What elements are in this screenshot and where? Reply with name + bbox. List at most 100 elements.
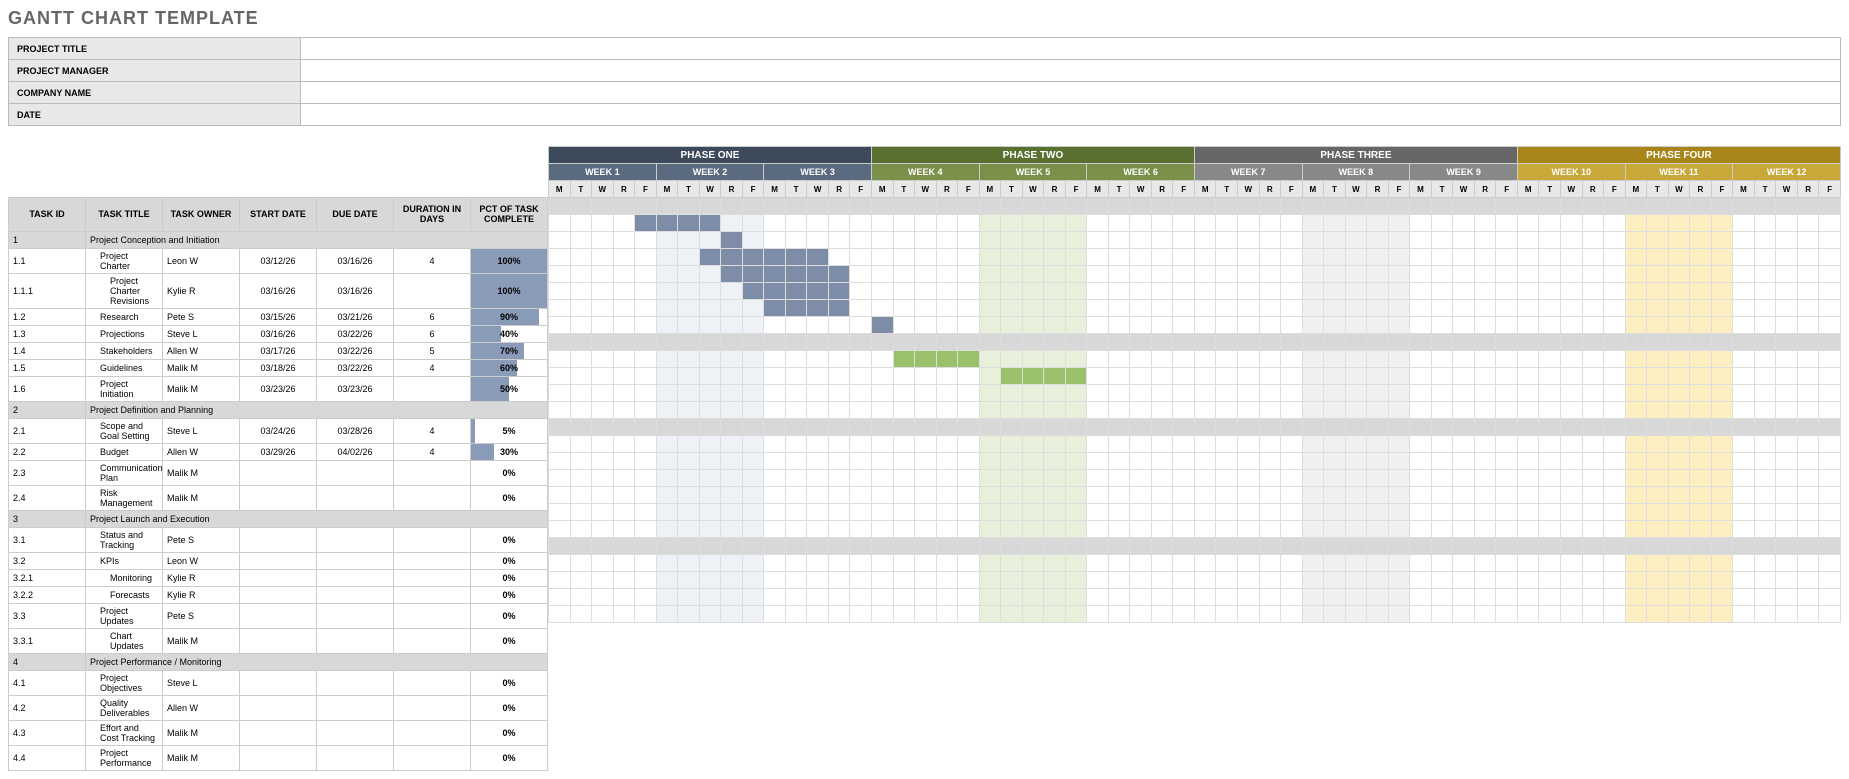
timeline-cell [1281,368,1303,385]
timeline-cell [1410,521,1432,538]
timeline-cell [1797,351,1819,368]
timeline-cell [1130,589,1152,606]
timeline-cell [958,521,980,538]
timeline-cell [1797,453,1819,470]
pct-cell: 0% [471,628,548,653]
meta-value[interactable] [300,104,1840,126]
timeline-cell [1065,198,1087,215]
timeline-cell [1345,487,1367,504]
timeline-cell [936,368,958,385]
day-header: M [871,181,893,198]
timeline-cell [915,249,937,266]
due-date: 03/22/26 [317,325,394,342]
timeline-cell [635,453,657,470]
timeline-cell [1647,215,1669,232]
task-title: Research [86,308,163,325]
timeline-cell [678,198,700,215]
week-header: WEEK 4 [871,164,979,181]
timeline-cell [742,198,764,215]
day-header: T [1216,181,1238,198]
timeline-cell [1238,198,1260,215]
timeline-cell [656,249,678,266]
timeline-cell [1044,232,1066,249]
timeline-cell [699,317,721,334]
timeline-cell [1560,198,1582,215]
timeline-cell [1324,232,1346,249]
timeline-cell [1238,334,1260,351]
timeline-cell [828,198,850,215]
timeline-cell [592,436,614,453]
timeline-cell [1754,385,1776,402]
meta-value[interactable] [300,60,1840,82]
timeline-cell [1087,470,1109,487]
timeline-cell [742,283,764,300]
timeline-cell [1281,198,1303,215]
timeline-cell [1345,419,1367,436]
timeline-cell [1431,266,1453,283]
timeline-cell [1367,402,1389,419]
timeline-cell [1604,283,1626,300]
timeline-cell [1367,504,1389,521]
timeline-cell [1797,470,1819,487]
timeline-cell [979,368,1001,385]
timeline-cell [549,521,571,538]
timeline-cell [871,300,893,317]
timeline-cell [742,487,764,504]
timeline-cell [979,470,1001,487]
timeline-cell [1238,504,1260,521]
timeline-cell [1474,368,1496,385]
timeline-cell [936,419,958,436]
timeline-cell [549,487,571,504]
timeline-cell [1496,266,1518,283]
task-owner: Pete S [163,603,240,628]
day-header: R [1690,181,1712,198]
meta-value[interactable] [300,38,1840,60]
timeline-cell [1001,232,1023,249]
timeline-cell [1324,402,1346,419]
timeline-cell [936,606,958,623]
timeline-cell [1151,589,1173,606]
day-header: F [1819,181,1841,198]
week-header: WEEK 11 [1625,164,1733,181]
timeline-cell [1022,572,1044,589]
timeline-cell [1690,436,1712,453]
due-date: 03/16/26 [317,273,394,308]
timeline-cell [742,453,764,470]
timeline-cell [958,453,980,470]
timeline-cell [613,521,635,538]
timeline-cell [1001,368,1023,385]
timeline-cell [1604,402,1626,419]
timeline-cell [1130,572,1152,589]
timeline-cell [1539,249,1561,266]
timeline-cell [785,419,807,436]
timeline-cell [1044,555,1066,572]
task-owner: Pete S [163,308,240,325]
timeline-cell [1776,368,1798,385]
timeline-cell [699,538,721,555]
meta-value[interactable] [300,82,1840,104]
timeline-cell [1388,470,1410,487]
task-title: Budget [86,443,163,460]
timeline-cell [1604,606,1626,623]
timeline-cell [1259,470,1281,487]
timeline-cell [1474,606,1496,623]
timeline-cell [764,419,786,436]
timeline-cell [1001,436,1023,453]
timeline-cell [1216,487,1238,504]
timeline-cell [742,504,764,521]
timeline-cell [1431,283,1453,300]
timeline-cell [1711,232,1733,249]
timeline-cell [1302,470,1324,487]
timeline-cell [850,198,872,215]
timeline-cell [1087,606,1109,623]
timeline-cell [678,351,700,368]
timeline-cell [1151,606,1173,623]
timeline-cell [958,436,980,453]
due-date: 03/16/26 [317,248,394,273]
day-header: R [1474,181,1496,198]
timeline-cell [979,504,1001,521]
timeline-cell [958,283,980,300]
task-id: 3.2.2 [9,586,86,603]
timeline-cell [1797,555,1819,572]
timeline-cell [1108,521,1130,538]
